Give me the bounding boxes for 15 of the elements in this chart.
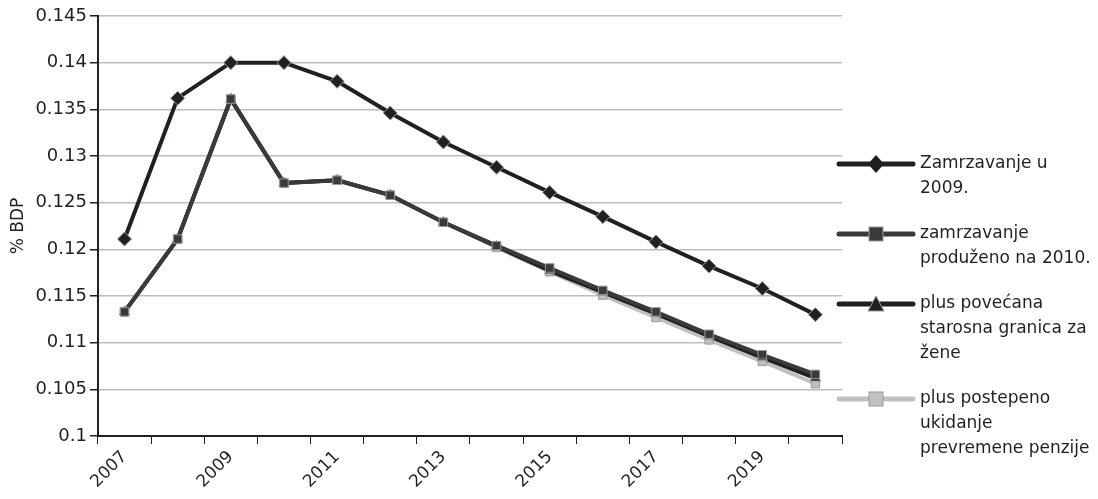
y-tick-label: 0.11 [46, 330, 87, 352]
legend-label: zamrzavanje produženo na 2010. [920, 221, 1092, 269]
y-tick-label: 0.145 [35, 3, 87, 25]
legend-label: plus povećana starosna granica za žene [920, 291, 1088, 364]
y-tick-label: 0.125 [35, 190, 87, 212]
y-tick-label: 0.115 [35, 283, 87, 305]
legend-label: plus postepeno ukidanje prevremene penzije [920, 386, 1091, 459]
y-tick-label: 0.13 [46, 143, 87, 165]
legend-label: Zamrzavanje u 2009. [920, 151, 1049, 199]
y-axis-title: % BDP [6, 197, 27, 255]
y-tick-label: 0.14 [46, 50, 87, 72]
y-tick-label: 0.105 [35, 376, 87, 398]
y-tick-label: 0.12 [46, 237, 87, 258]
y-tick-label: 0.135 [35, 97, 87, 118]
y-tick-label: 0.1 [58, 423, 87, 445]
